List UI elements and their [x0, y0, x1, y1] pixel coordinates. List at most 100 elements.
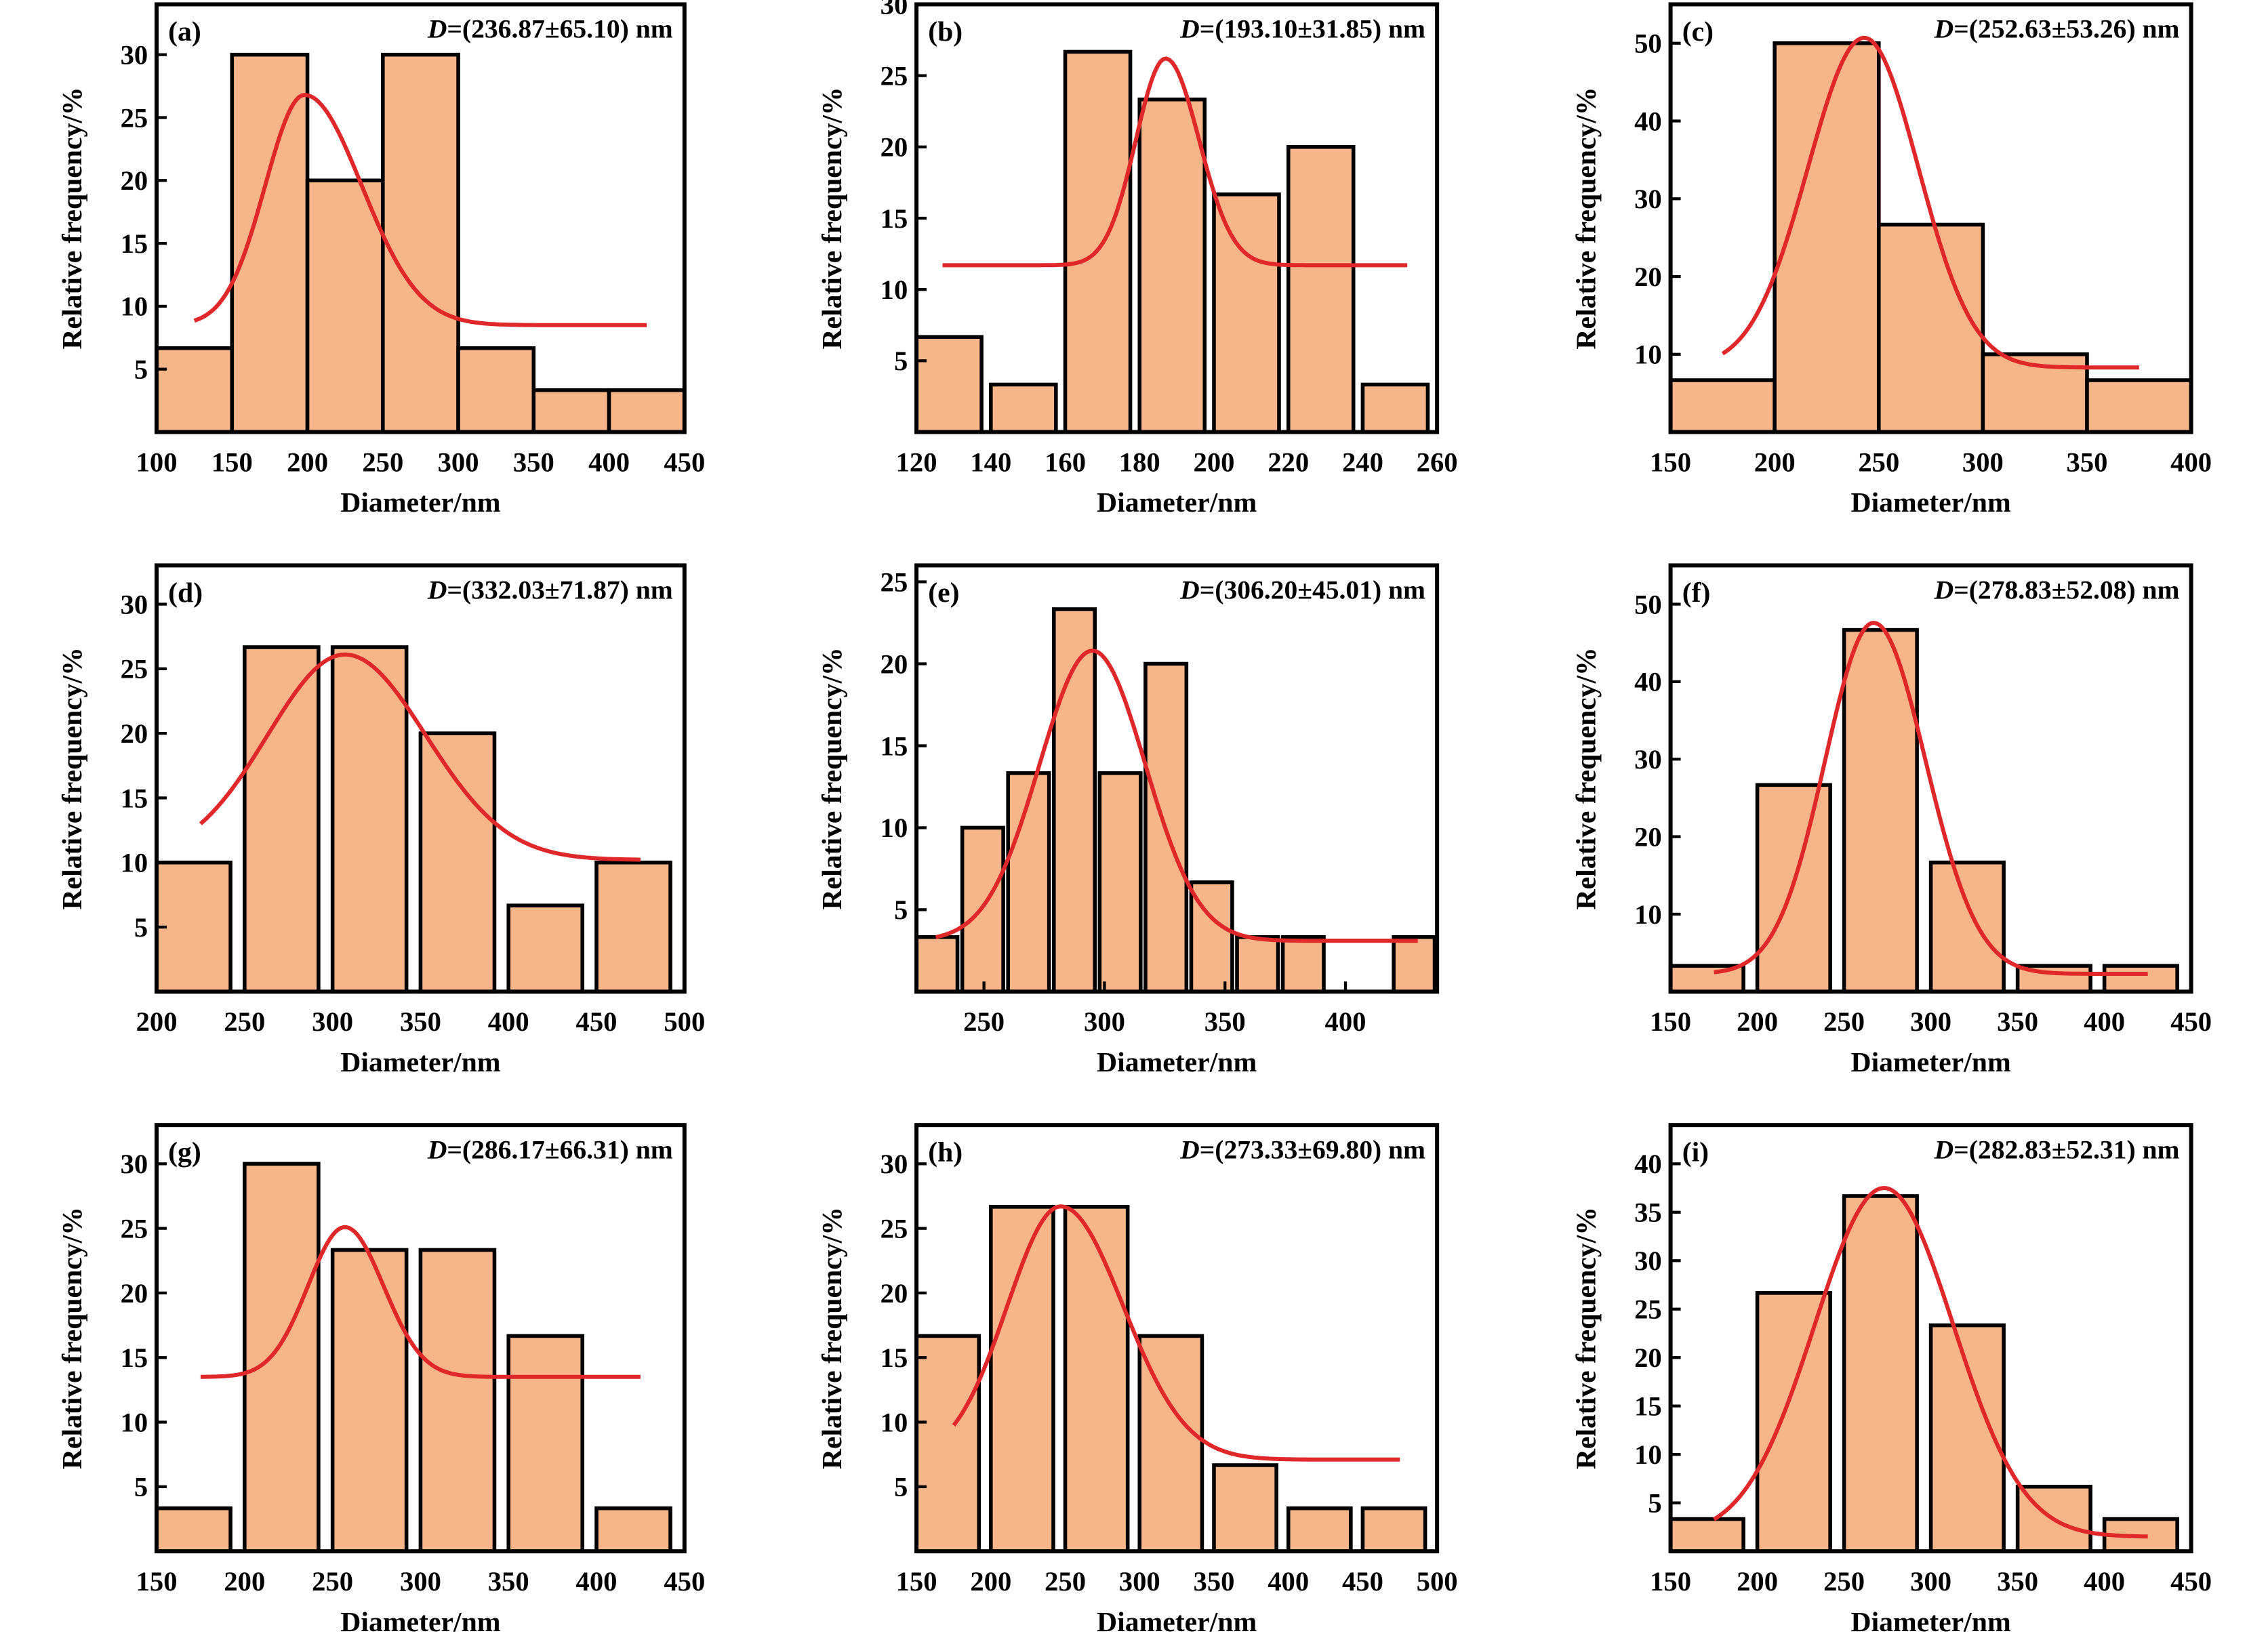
- fit-curve: [193, 93, 647, 327]
- x-axis-label: Diameter/nm: [340, 1607, 500, 1638]
- diameter-value: =(193.10±31.85) nm: [1200, 14, 1425, 44]
- y-axis-label: Relative frequency/%: [1571, 87, 1602, 349]
- y-axis-label: Relative frequency/%: [1571, 647, 1602, 909]
- histogram-bar: [243, 645, 321, 994]
- fit-curve: [935, 649, 1418, 943]
- x-tick-label: 120: [896, 447, 937, 477]
- histogram-bar: [2102, 964, 2179, 994]
- x-tick-label: 160: [1045, 447, 1086, 477]
- x-tick-label: 350: [400, 1006, 441, 1037]
- histogram-bar: [1137, 97, 1207, 434]
- x-tick-label: 250: [1823, 1006, 1865, 1037]
- x-axis-label: Diameter/nm: [1097, 487, 1257, 518]
- x-tick-label: 450: [2170, 1006, 2212, 1037]
- x-tick-label: 250: [1823, 1566, 1865, 1597]
- histogram-panel: 5 10 15 20 25 30 200 250 300 350 400 450 500 Diameter…: [57, 563, 705, 1078]
- y-axis-label: Relative frequency/%: [57, 647, 88, 909]
- y-tick-label: 5: [134, 1472, 148, 1502]
- histogram-bar: [989, 382, 1058, 434]
- panel-label: (a): [168, 16, 201, 47]
- histogram-bar: [1212, 1463, 1278, 1553]
- x-tick-label: 150: [1650, 1566, 1691, 1597]
- histogram-bar: [1235, 935, 1280, 994]
- x-tick-label: 100: [136, 447, 178, 477]
- y-tick-label: 30: [880, 0, 908, 20]
- histogram-bar: [1755, 1291, 1832, 1553]
- histogram-bar: [594, 860, 672, 994]
- x-tick-label: 300: [1962, 447, 2004, 477]
- y-tick-label: 10: [880, 274, 908, 305]
- y-tick-label: 35: [1634, 1197, 1662, 1228]
- histogram-panel: 10 20 30 40 50 150 200 250 300 350 400 Diameter/nm R…: [1571, 2, 2212, 518]
- y-tick-label: 30: [121, 589, 148, 619]
- histogram-bar: [594, 1506, 672, 1553]
- x-tick-label: 350: [1204, 1006, 1246, 1037]
- histogram-bar: [506, 1334, 585, 1553]
- x-tick-label: 200: [1754, 447, 1796, 477]
- x-tick-label: 150: [896, 1566, 937, 1597]
- x-tick-label: 350: [2067, 447, 2108, 477]
- mean-diameter-annotation: D=(282.83±52.31) nm: [1934, 1134, 2180, 1164]
- x-tick-label: 400: [576, 1566, 617, 1597]
- x-tick-label: 200: [1737, 1566, 1778, 1597]
- histogram-bar: [914, 335, 984, 434]
- mean-diameter-annotation: D=(236.87±65.10) nm: [427, 14, 673, 44]
- y-tick-label: 15: [880, 1342, 908, 1373]
- x-tick-label: 450: [664, 1566, 705, 1597]
- x-tick-label: 200: [970, 1566, 1011, 1597]
- diameter-symbol: D: [427, 14, 447, 44]
- histogram-panel: 10 20 30 40 50 150 200 250 300 350 400 450 Diameter/…: [1571, 563, 2212, 1078]
- histogram-bar: [1006, 771, 1051, 994]
- x-tick-label: 250: [224, 1006, 265, 1037]
- x-axis-label: Diameter/nm: [1850, 1047, 2010, 1078]
- plot-frame: [155, 2, 687, 434]
- y-tick-label: 30: [880, 1149, 908, 1179]
- x-tick-label: 350: [488, 1566, 529, 1597]
- y-tick-label: 25: [121, 1213, 148, 1244]
- y-tick-label: 30: [121, 39, 148, 70]
- x-tick-label: 250: [312, 1566, 353, 1597]
- y-tick-label: 15: [121, 1342, 148, 1373]
- histogram-bar: [914, 935, 960, 994]
- panel-label: (h): [928, 1137, 963, 1168]
- histogram-bar: [230, 52, 310, 434]
- histogram-bar: [330, 1248, 409, 1553]
- plot-frame: [914, 563, 1440, 994]
- histogram-panel: 5 10 15 20 25 30 35 40 150 200 250 300 350 400 450 Diam…: [1571, 1123, 2212, 1638]
- fit-curve: [1714, 621, 2148, 976]
- x-tick-label: 240: [1342, 447, 1383, 477]
- histogram-bar: [506, 903, 585, 994]
- x-tick-label: 350: [513, 447, 554, 477]
- histogram-bar: [1212, 192, 1281, 434]
- fit-curve: [952, 1204, 1400, 1462]
- fit-curve: [199, 652, 641, 862]
- y-tick-label: 15: [880, 203, 908, 234]
- histogram-bar: [1286, 1506, 1353, 1553]
- y-axis-label: Relative frequency/%: [57, 1207, 88, 1469]
- y-tick-label: 25: [1634, 1294, 1662, 1325]
- diameter-symbol: D: [1934, 575, 1954, 605]
- histogram-bar: [243, 1162, 321, 1553]
- histogram-bar: [989, 1205, 1055, 1553]
- x-tick-label: 250: [1045, 1566, 1086, 1597]
- y-axis-label: Relative frequency/%: [57, 87, 88, 349]
- x-tick-label: 200: [287, 447, 328, 477]
- histogram-bar: [305, 178, 385, 434]
- y-tick-label: 40: [1634, 106, 1662, 136]
- diameter-symbol: D: [427, 575, 447, 605]
- y-tick-label: 10: [121, 1407, 148, 1437]
- diameter-value: =(306.20±45.01) nm: [1200, 575, 1425, 605]
- histogram-bar: [607, 388, 687, 434]
- panel-label: (b): [928, 16, 963, 47]
- x-tick-label: 400: [2084, 1566, 2125, 1597]
- panel-label: (e): [928, 577, 959, 609]
- plot-frame: [914, 1123, 1440, 1554]
- histogram-bar: [1392, 935, 1437, 994]
- x-tick-label: 200: [136, 1006, 178, 1037]
- diameter-value: =(252.63±53.26) nm: [1953, 14, 2179, 44]
- x-tick-label: 450: [576, 1006, 617, 1037]
- mean-diameter-annotation: D=(273.33±69.80) nm: [1179, 1134, 1425, 1164]
- x-axis-label: Diameter/nm: [1850, 1607, 2010, 1638]
- y-tick-label: 25: [121, 102, 148, 133]
